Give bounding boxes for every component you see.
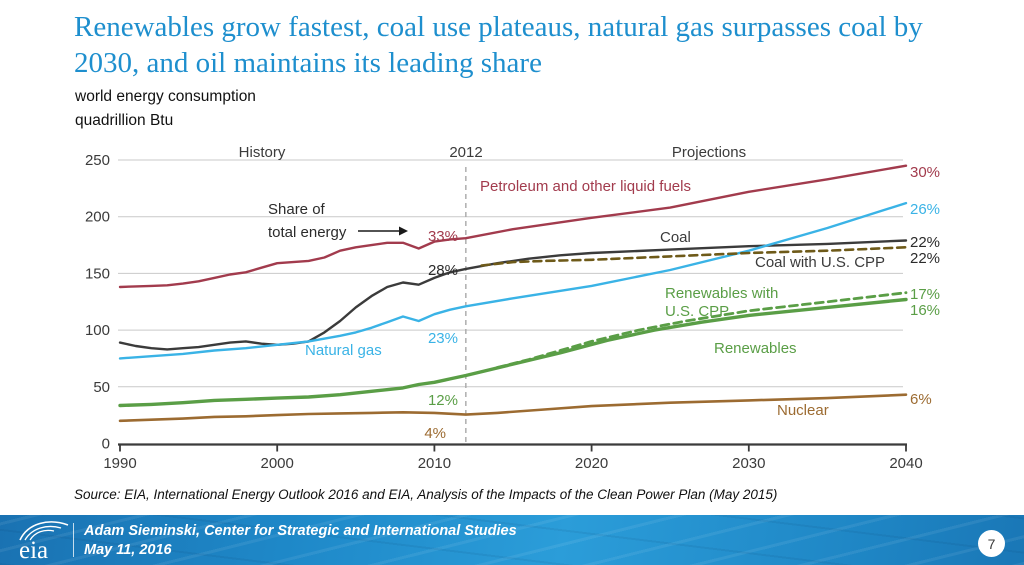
y-tick-label-0: 0 xyxy=(102,436,110,453)
label-renewables-cpp-2: U.S. CPP xyxy=(665,303,729,320)
x-tick-label-2020: 2020 xyxy=(575,455,608,472)
eia-logo-arc xyxy=(24,525,62,541)
y-tick-label-250: 250 xyxy=(85,152,110,169)
chart-subtitle: world energy consumption xyxy=(75,88,256,105)
footer-date-line: May 11, 2016 xyxy=(84,542,172,559)
slide-title: Renewables grow fastest, coal use platea… xyxy=(74,11,923,79)
label-projections: Projections xyxy=(672,144,746,161)
series-line-coal xyxy=(118,239,908,351)
series-line-renewables-with-cpp xyxy=(495,291,908,369)
y-tick-label-100: 100 xyxy=(85,322,110,339)
y-tick-label-50: 50 xyxy=(93,379,110,396)
x-tick-label-2000: 2000 xyxy=(261,455,294,472)
share-4: 4% xyxy=(424,425,446,442)
series-line-renewables xyxy=(118,297,908,408)
energy-consumption-chart: 1990 2000 2010 2020 2030 2040 0 50 100 150 200 250 H… xyxy=(85,144,940,472)
x-tick-label-2030: 2030 xyxy=(732,455,765,472)
page-number: 7 xyxy=(987,535,996,552)
label-petroleum: Petroleum and other liquid fuels xyxy=(480,178,691,195)
share-17: 17% xyxy=(910,286,940,303)
label-nuclear: Nuclear xyxy=(777,402,829,419)
eia-logo: eia xyxy=(19,521,69,562)
x-tick-label-1990: 1990 xyxy=(103,455,136,472)
footer-credits: Adam Sieminski, Center for Strategic and… xyxy=(84,522,517,560)
chart-canvas: 1990 2000 2010 2020 2030 2040 0 50 100 150 200 250 H… xyxy=(85,144,940,472)
share-6: 6% xyxy=(910,391,932,408)
label-natural-gas: Natural gas xyxy=(305,342,382,359)
x-tick-label-2040: 2040 xyxy=(889,455,922,472)
share-12: 12% xyxy=(428,392,458,409)
y-tick-label-150: 150 xyxy=(85,265,110,282)
share-16: 16% xyxy=(910,302,940,319)
share-26: 26% xyxy=(910,201,940,218)
share-33: 33% xyxy=(428,228,458,245)
series-line-petroleum xyxy=(118,164,908,289)
share-22-cpp: 22% xyxy=(910,250,940,267)
label-share-1: Share of xyxy=(268,201,326,218)
share-arrow-head xyxy=(399,226,408,236)
eia-logo-arc xyxy=(19,521,69,541)
footer-bar: eia Adam Sieminski, Center for Strategic… xyxy=(0,515,1024,565)
share-22-coal: 22% xyxy=(910,234,940,251)
share-28: 28% xyxy=(428,262,458,279)
series-line-natural-gas xyxy=(118,201,908,360)
y-tick-label-200: 200 xyxy=(85,209,110,226)
label-share-2: total energy xyxy=(268,224,347,241)
footer-divider xyxy=(73,523,74,557)
share-23: 23% xyxy=(428,330,458,347)
label-renewables-cpp-1: Renewables with xyxy=(665,285,778,302)
x-tick-label-2010: 2010 xyxy=(418,455,451,472)
label-coal-cpp: Coal with U.S. CPP xyxy=(755,254,885,271)
source-note: Source: EIA, International Energy Outloo… xyxy=(74,487,778,502)
label-history: History xyxy=(239,144,286,161)
series-line-nuclear xyxy=(118,393,908,423)
chart-unit-label: quadrillion Btu xyxy=(75,112,174,129)
label-2012: 2012 xyxy=(449,144,482,161)
page-number-badge: 7 xyxy=(978,530,1005,557)
footer-author-line: Adam Sieminski, Center for Strategic and… xyxy=(84,523,517,539)
series-line-coal-with-cpp xyxy=(480,246,908,267)
label-renewables: Renewables xyxy=(714,340,797,357)
eia-logo-arc xyxy=(29,529,55,541)
label-coal: Coal xyxy=(660,229,691,246)
share-30: 30% xyxy=(910,164,940,181)
eia-logo-text: eia xyxy=(19,537,48,562)
